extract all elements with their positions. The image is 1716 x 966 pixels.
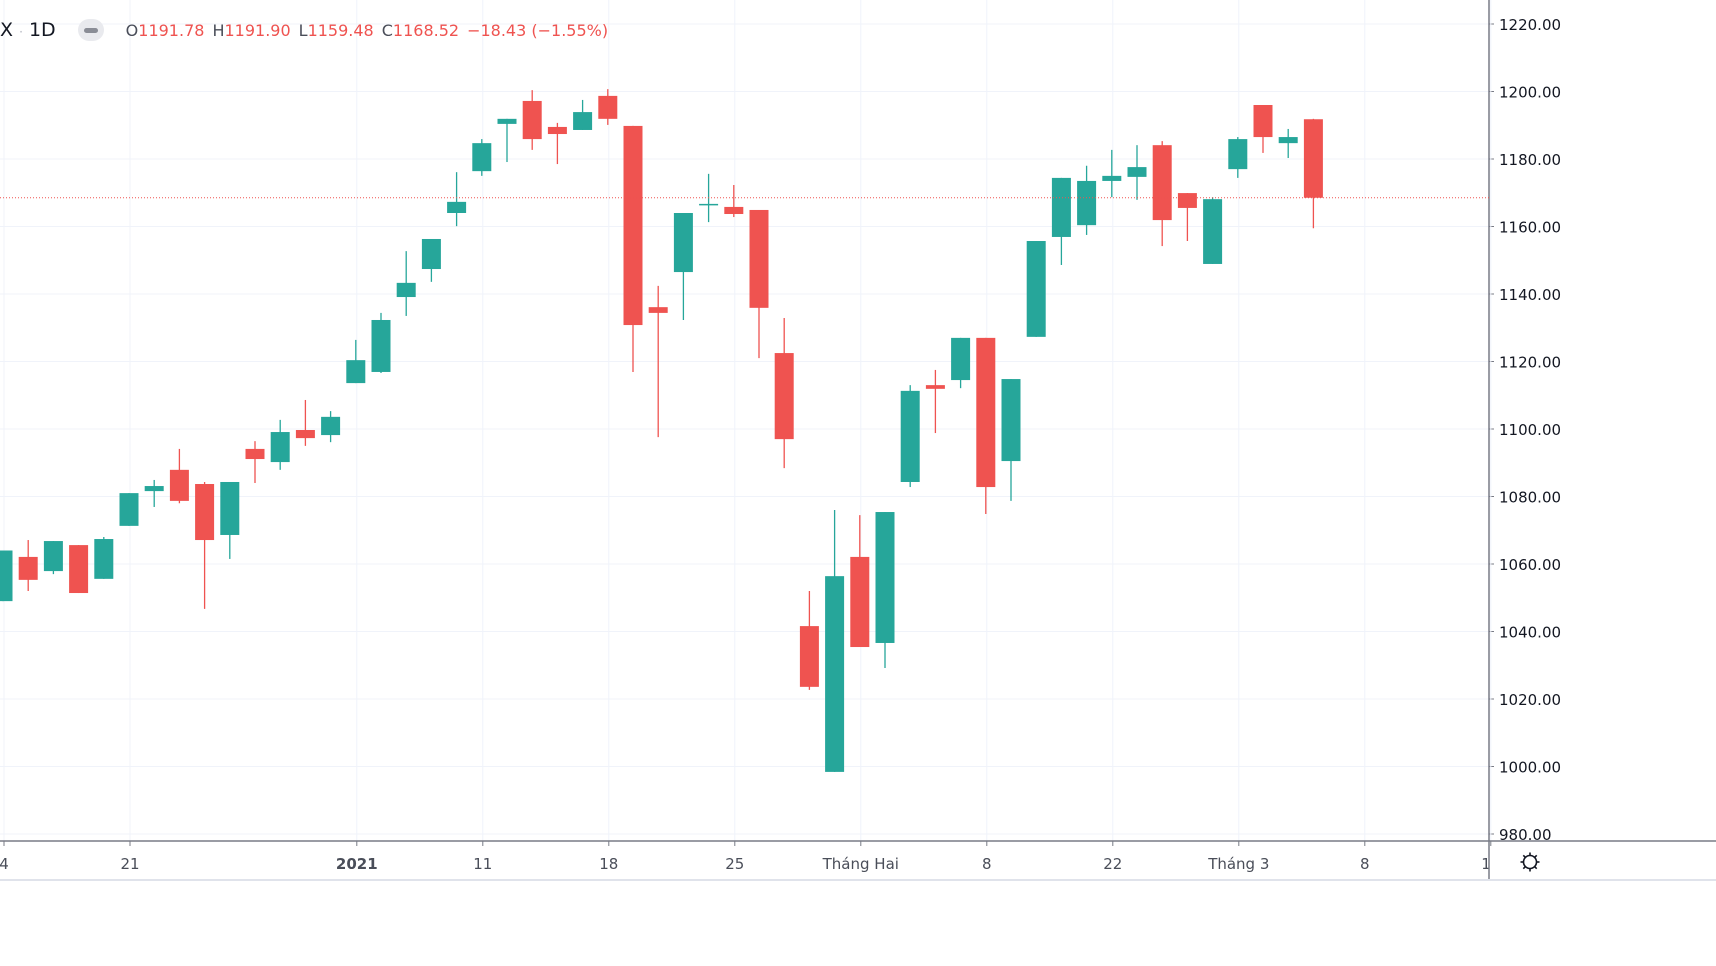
separator: · bbox=[19, 25, 23, 39]
candle-up[interactable] bbox=[875, 512, 895, 643]
candle-up[interactable] bbox=[1077, 180, 1097, 226]
candle-up[interactable] bbox=[270, 432, 290, 463]
symbol: X bbox=[0, 19, 14, 41]
candle-down[interactable] bbox=[195, 484, 215, 541]
low-value: L1159.48 bbox=[298, 20, 374, 40]
candle-down[interactable] bbox=[850, 556, 870, 648]
candle-down[interactable] bbox=[598, 95, 618, 119]
minus-icon bbox=[83, 27, 98, 33]
candle-up[interactable] bbox=[220, 481, 240, 535]
symbol-interval[interactable]: X · 1D bbox=[0, 19, 56, 41]
candle-down[interactable] bbox=[18, 556, 38, 580]
x-tick-label: Tháng Hai bbox=[822, 855, 899, 873]
legend-header: X · 1D O1191.78 H1191.90 L1159.48 C1168.… bbox=[0, 16, 616, 44]
candle-down[interactable] bbox=[774, 353, 794, 440]
x-tick-label: 2021 bbox=[336, 855, 378, 873]
candle-up[interactable] bbox=[119, 493, 139, 526]
candle-up[interactable] bbox=[1127, 167, 1147, 177]
candle-down[interactable] bbox=[1303, 119, 1323, 198]
candle-down[interactable] bbox=[976, 337, 996, 488]
candle-down[interactable] bbox=[799, 626, 819, 687]
candle-up[interactable] bbox=[1051, 177, 1071, 237]
candle-up[interactable] bbox=[673, 213, 693, 273]
y-tick-label: 1120.00 bbox=[1499, 354, 1561, 372]
y-tick-label: 1020.00 bbox=[1499, 691, 1561, 709]
candle-up[interactable] bbox=[472, 143, 492, 172]
candle-up[interactable] bbox=[900, 390, 920, 482]
y-tick-label: 1140.00 bbox=[1499, 286, 1561, 304]
candle-up[interactable] bbox=[1228, 139, 1248, 170]
candle-up[interactable] bbox=[497, 118, 517, 124]
candle-up[interactable] bbox=[321, 416, 341, 436]
y-tick-label: 1040.00 bbox=[1499, 624, 1561, 642]
x-tick-label: 21 bbox=[120, 855, 139, 873]
interval: 1D bbox=[28, 19, 56, 41]
x-tick-label: 25 bbox=[725, 855, 744, 873]
candle-down[interactable] bbox=[648, 307, 668, 313]
candle-up[interactable] bbox=[144, 486, 164, 492]
candle-down[interactable] bbox=[1177, 193, 1197, 208]
candle-up[interactable] bbox=[1001, 379, 1021, 462]
y-tick-label: 1220.00 bbox=[1499, 16, 1561, 34]
high-value: H1191.90 bbox=[212, 20, 291, 40]
candle-up[interactable] bbox=[396, 282, 416, 298]
candle-down[interactable] bbox=[69, 545, 89, 594]
candle-down[interactable] bbox=[1253, 105, 1273, 138]
candle-down[interactable] bbox=[522, 100, 542, 140]
candle-up[interactable] bbox=[573, 112, 593, 130]
candle-up[interactable] bbox=[421, 238, 441, 270]
candle-up[interactable] bbox=[1026, 241, 1046, 337]
x-tick-label: 22 bbox=[1103, 855, 1122, 873]
bottom-toolbar bbox=[0, 879, 1716, 966]
candlestick-chart[interactable]: 980.00 1000.00 1020.00 1040.00 1060.00 1080.0… bbox=[0, 0, 1716, 880]
candle-up[interactable] bbox=[1102, 175, 1122, 181]
candle-up[interactable] bbox=[0, 550, 13, 602]
x-tick-label: 8 bbox=[982, 855, 992, 873]
candle-up[interactable] bbox=[1278, 137, 1298, 144]
candle-up[interactable] bbox=[825, 576, 845, 772]
x-tick-label: 4 bbox=[0, 855, 9, 873]
candle-down[interactable] bbox=[925, 385, 945, 389]
candle-down[interactable] bbox=[623, 125, 643, 326]
candle-down[interactable] bbox=[749, 209, 769, 308]
y-tick-label: 1060.00 bbox=[1499, 556, 1561, 574]
y-tick-label: 1100.00 bbox=[1499, 421, 1561, 439]
y-tick-label: 1000.00 bbox=[1499, 759, 1561, 777]
x-tick-label: 18 bbox=[599, 855, 618, 873]
y-tick-label: 1200.00 bbox=[1499, 84, 1561, 102]
close-value: C1168.52 bbox=[381, 20, 460, 40]
candle-down[interactable] bbox=[547, 126, 567, 135]
y-tick-label: 1180.00 bbox=[1499, 151, 1561, 169]
candle-down[interactable] bbox=[1152, 145, 1172, 221]
candle-down[interactable] bbox=[245, 448, 265, 460]
x-tick-label: 11 bbox=[473, 855, 492, 873]
candle-down[interactable] bbox=[295, 430, 315, 439]
x-tick-label: 8 bbox=[1360, 855, 1370, 873]
y-tick-label: 1080.00 bbox=[1499, 489, 1561, 507]
candle-up[interactable] bbox=[43, 541, 63, 572]
y-tick-label: 980.00 bbox=[1499, 826, 1552, 844]
y-tick-label: 1160.00 bbox=[1499, 219, 1561, 237]
change-value: −18.43 (−1.55%) bbox=[467, 20, 609, 40]
candle-down[interactable] bbox=[724, 206, 744, 215]
collapse-legend-button[interactable] bbox=[77, 19, 104, 41]
candle-down[interactable] bbox=[169, 469, 189, 501]
candle-up[interactable] bbox=[94, 539, 114, 579]
candle-up[interactable] bbox=[1203, 199, 1223, 264]
candle-up[interactable] bbox=[346, 360, 366, 384]
open-value: O1191.78 bbox=[125, 20, 205, 40]
candle-up[interactable] bbox=[371, 319, 391, 372]
candle-up[interactable] bbox=[447, 201, 467, 213]
x-tick-label: 1 bbox=[1481, 855, 1491, 873]
candle-up[interactable] bbox=[951, 337, 971, 381]
candle-up[interactable] bbox=[699, 203, 719, 206]
x-tick-label: Tháng 3 bbox=[1207, 855, 1269, 873]
gear-icon[interactable] bbox=[1520, 852, 1540, 872]
